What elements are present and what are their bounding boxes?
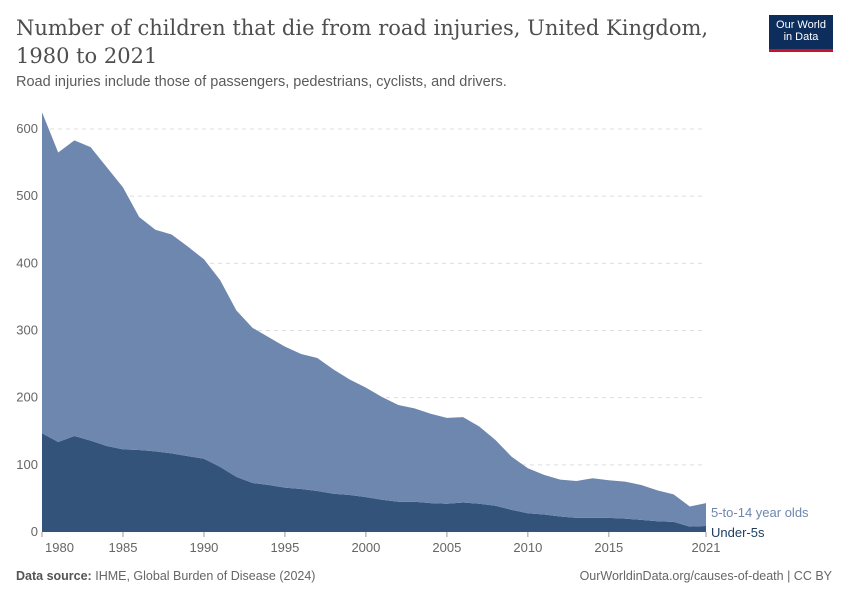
legend-label: 5-to-14 year olds: [711, 505, 809, 520]
x-tick-label: 2005: [432, 540, 461, 555]
source-text: IHME, Global Burden of Disease (2024): [95, 569, 316, 583]
chart-title: Number of children that die from road in…: [16, 16, 709, 68]
y-tick-label: 300: [16, 323, 38, 338]
x-tick-label: 1980: [45, 540, 74, 555]
area-under-5s: [42, 433, 706, 532]
y-tick-label: 500: [16, 188, 38, 203]
chart-subtitle: Road injuries include those of passenger…: [16, 74, 507, 90]
footer-link[interactable]: OurWorldinData.org/causes-of-death | CC …: [579, 569, 832, 583]
area-5-to-14-year-olds: [42, 112, 706, 527]
x-tick-label: 2021: [692, 540, 721, 555]
y-tick-label: 600: [16, 121, 38, 136]
data-source: Data source: IHME, Global Burden of Dise…: [16, 569, 315, 583]
x-tick-label: 1985: [109, 540, 138, 555]
x-tick-label: 1990: [189, 540, 218, 555]
y-tick-label: 400: [16, 255, 38, 270]
x-tick-label: 2015: [594, 540, 623, 555]
source-label: Data source:: [16, 569, 92, 583]
owid-logo[interactable]: Our World in Data: [769, 15, 833, 52]
x-tick-label: 2010: [513, 540, 542, 555]
x-tick-label: 2000: [351, 540, 380, 555]
x-tick-label: 1995: [270, 540, 299, 555]
legend-label: Under-5s: [711, 525, 765, 540]
y-tick-label: 200: [16, 390, 38, 405]
y-tick-label: 100: [16, 457, 38, 472]
y-tick-label: 0: [31, 524, 38, 539]
